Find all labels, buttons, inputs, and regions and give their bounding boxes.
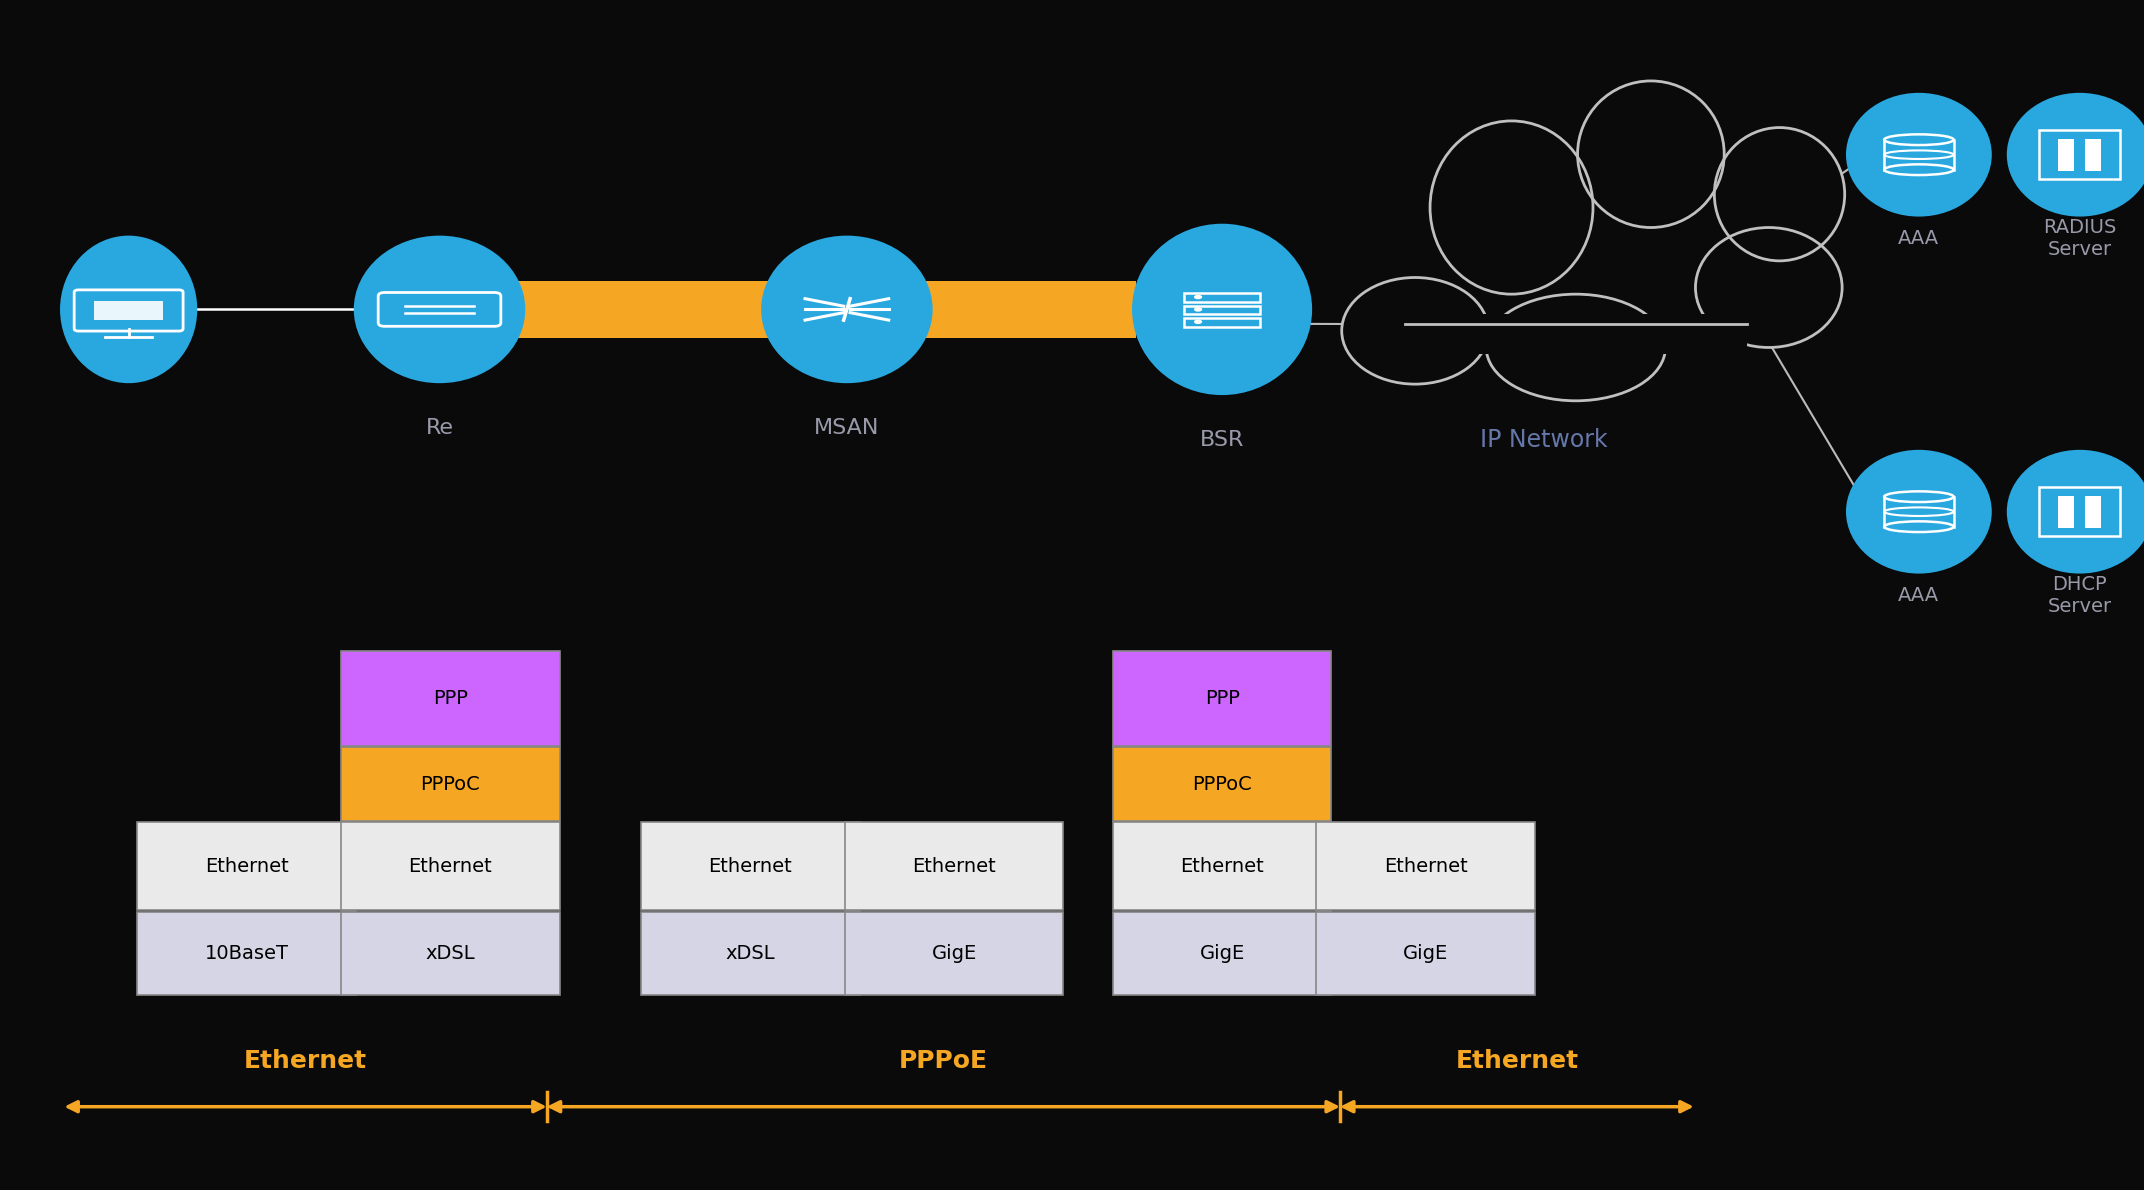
Text: PPPoC: PPPoC: [1192, 775, 1252, 794]
Text: RADIUS
Server: RADIUS Server: [2043, 218, 2116, 258]
Text: PPP: PPP: [1205, 689, 1239, 708]
Ellipse shape: [761, 236, 933, 383]
Text: GigE: GigE: [1198, 944, 1246, 963]
Text: BSR: BSR: [1201, 431, 1244, 450]
FancyBboxPatch shape: [1113, 747, 1331, 821]
FancyBboxPatch shape: [341, 822, 560, 910]
Ellipse shape: [1430, 121, 1593, 294]
Bar: [1183, 306, 1261, 314]
Text: AAA: AAA: [1897, 228, 1940, 248]
Text: 10BaseT: 10BaseT: [204, 944, 289, 963]
Ellipse shape: [60, 236, 197, 383]
FancyBboxPatch shape: [341, 651, 560, 746]
FancyBboxPatch shape: [341, 747, 560, 821]
Text: GigE: GigE: [930, 944, 978, 963]
FancyBboxPatch shape: [641, 912, 860, 995]
FancyBboxPatch shape: [137, 822, 356, 910]
FancyBboxPatch shape: [1113, 822, 1331, 910]
Bar: [2086, 496, 2101, 528]
Bar: [2058, 496, 2073, 528]
Text: xDSL: xDSL: [725, 944, 776, 963]
FancyBboxPatch shape: [1113, 651, 1331, 746]
Bar: [1183, 293, 1261, 302]
Bar: [2058, 138, 2073, 171]
FancyBboxPatch shape: [1316, 822, 1535, 910]
Text: xDSL: xDSL: [425, 944, 476, 963]
Bar: [1885, 139, 1953, 170]
Ellipse shape: [1696, 227, 1842, 347]
Ellipse shape: [1342, 277, 1488, 384]
Ellipse shape: [1715, 127, 1844, 261]
Text: Ethernet: Ethernet: [911, 857, 997, 876]
Text: Ethernet: Ethernet: [1456, 1050, 1578, 1073]
Circle shape: [1194, 319, 1203, 324]
Ellipse shape: [1578, 81, 1724, 227]
Text: Ethernet: Ethernet: [407, 857, 493, 876]
Text: Ethernet: Ethernet: [708, 857, 793, 876]
Text: Ethernet: Ethernet: [204, 857, 289, 876]
Ellipse shape: [2007, 450, 2144, 574]
FancyBboxPatch shape: [641, 822, 860, 910]
Bar: [1885, 496, 1953, 527]
Ellipse shape: [2007, 93, 2144, 217]
Text: Re: Re: [425, 419, 455, 438]
FancyBboxPatch shape: [1113, 912, 1331, 995]
Text: MSAN: MSAN: [815, 419, 879, 438]
Ellipse shape: [1486, 294, 1666, 401]
FancyBboxPatch shape: [341, 912, 560, 995]
FancyBboxPatch shape: [1316, 912, 1535, 995]
Text: PPPoC: PPPoC: [420, 775, 480, 794]
Circle shape: [1194, 307, 1203, 312]
Ellipse shape: [1846, 450, 1992, 574]
Text: DHCP
Server: DHCP Server: [2048, 575, 2112, 615]
Ellipse shape: [1132, 224, 1312, 395]
FancyBboxPatch shape: [137, 912, 356, 995]
Text: IP Network: IP Network: [1479, 428, 1608, 452]
FancyBboxPatch shape: [845, 912, 1063, 995]
Ellipse shape: [1846, 93, 1992, 217]
Bar: [2086, 138, 2101, 171]
Text: PPPoE: PPPoE: [898, 1050, 988, 1073]
Bar: [94, 301, 163, 320]
Text: Ethernet: Ethernet: [1383, 857, 1469, 876]
Text: PPP: PPP: [433, 689, 467, 708]
FancyBboxPatch shape: [845, 822, 1063, 910]
Ellipse shape: [354, 236, 525, 383]
Text: GigE: GigE: [1402, 944, 1449, 963]
Bar: [489, 281, 1136, 338]
Text: AAA: AAA: [1897, 585, 1940, 605]
Bar: [1404, 314, 1747, 355]
Circle shape: [1194, 295, 1203, 300]
Text: Ethernet: Ethernet: [1179, 857, 1265, 876]
Bar: [1183, 318, 1261, 326]
Text: Ethernet: Ethernet: [244, 1050, 367, 1073]
